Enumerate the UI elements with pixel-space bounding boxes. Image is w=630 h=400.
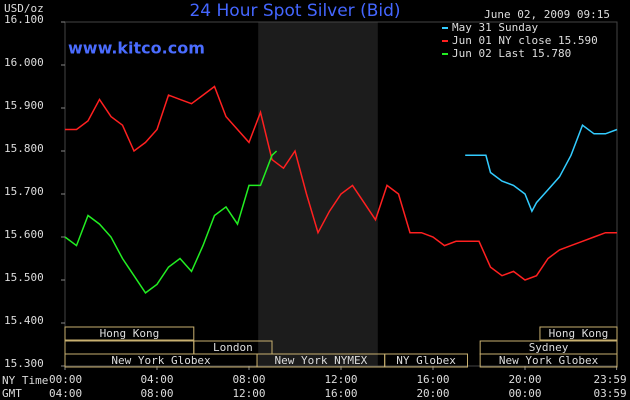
y-tick-label: 15.500 bbox=[4, 271, 44, 284]
y-tick-label: 15.600 bbox=[4, 228, 44, 241]
gmt-tick-label: 08:00 bbox=[140, 387, 173, 400]
x-tick-label: 12:00 bbox=[324, 373, 357, 386]
gmt-tick-label: 04:00 bbox=[49, 387, 82, 400]
session-label: Sydney bbox=[529, 341, 569, 354]
y-tick-label: 15.300 bbox=[4, 357, 44, 370]
watermark: www.kitco.com bbox=[68, 39, 205, 58]
x-tick-label: 00:00 bbox=[49, 373, 82, 386]
x-row-label: NY Time bbox=[2, 374, 48, 387]
x-row-label: GMT bbox=[2, 387, 22, 400]
gmt-tick-label: 16:00 bbox=[324, 387, 357, 400]
y-tick-label: 15.900 bbox=[4, 99, 44, 112]
session-label: London bbox=[213, 341, 253, 354]
y-tick-label: 16.000 bbox=[4, 56, 44, 69]
gmt-tick-label: 00:00 bbox=[508, 387, 541, 400]
y-tick-label: 15.800 bbox=[4, 142, 44, 155]
y-tick-label: 15.400 bbox=[4, 314, 44, 327]
legend-label: Jun 02 Last 15.780 bbox=[452, 47, 571, 60]
gmt-tick-label: 20:00 bbox=[416, 387, 449, 400]
y-unit: USD/oz bbox=[4, 2, 44, 15]
session-label: NY Globex bbox=[396, 354, 456, 367]
series-line bbox=[465, 124, 618, 213]
highlight-band bbox=[258, 22, 378, 366]
chart-title: 24 Hour Spot Silver (Bid) bbox=[189, 1, 400, 21]
session-label: New York Globex bbox=[111, 354, 211, 367]
session-label: Hong Kong bbox=[100, 327, 160, 340]
y-tick-label: 15.700 bbox=[4, 185, 44, 198]
session-label: New York NYMEX bbox=[275, 354, 368, 367]
session-bar bbox=[479, 353, 618, 368]
session-bar bbox=[64, 326, 195, 341]
y-tick-label: 16.100 bbox=[4, 13, 44, 26]
gmt-tick-label: 12:00 bbox=[232, 387, 265, 400]
x-tick-label: 16:00 bbox=[416, 373, 449, 386]
series-line bbox=[64, 150, 278, 294]
gmt-tick-label: 03:59 bbox=[593, 387, 626, 400]
session-label: New York Globex bbox=[499, 354, 599, 367]
session-bar bbox=[384, 353, 469, 368]
session-bar bbox=[539, 326, 618, 341]
x-tick-label: 04:00 bbox=[140, 373, 173, 386]
x-tick-label: 23:59 bbox=[593, 373, 626, 386]
timestamp: June 02, 2009 09:15 bbox=[484, 8, 610, 21]
x-tick-label: 20:00 bbox=[508, 373, 541, 386]
series-line bbox=[65, 85, 617, 281]
legend-label: Jun 01 NY close 15.590 bbox=[452, 34, 598, 47]
session-label: Hong Kong bbox=[549, 327, 609, 340]
legend-label: May 31 Sunday bbox=[452, 21, 538, 34]
x-tick-label: 08:00 bbox=[232, 373, 265, 386]
